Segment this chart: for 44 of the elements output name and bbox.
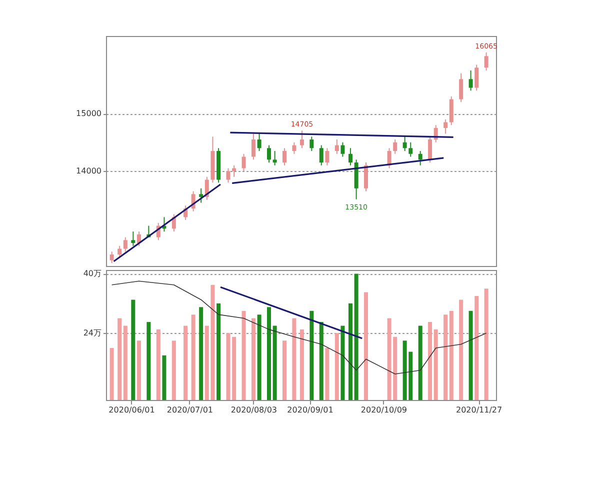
candlestick	[484, 52, 488, 71]
candlestick	[251, 133, 256, 160]
candlestick	[123, 236, 128, 252]
candlestick	[325, 148, 330, 166]
x-tick-label: 2020/06/01	[108, 406, 155, 414]
candlestick	[449, 96, 454, 126]
candlestick	[282, 148, 287, 166]
candlestick	[199, 188, 204, 204]
candlestick	[348, 148, 352, 166]
candlestick	[242, 153, 246, 172]
candlestick	[408, 142, 413, 158]
y-tick-label: 40万	[83, 269, 102, 278]
candlestick	[444, 118, 448, 134]
candlestick	[131, 231, 136, 246]
candlestick	[334, 139, 339, 154]
x-tick-label: 2020/08/03	[230, 406, 278, 414]
candlestick	[257, 133, 262, 152]
candlestick	[110, 251, 114, 264]
y-tick-label: 24万	[83, 328, 102, 338]
candlestick	[226, 168, 230, 184]
candlestick	[393, 139, 398, 154]
x-tick-label: 2020/09/01	[287, 406, 334, 414]
candlestick	[364, 162, 368, 192]
candlestick	[428, 136, 432, 163]
x-tick-label: 2020/10/09	[360, 406, 408, 414]
candlestick	[266, 144, 271, 163]
candlestick	[300, 130, 304, 149]
line-series	[111, 280, 487, 374]
candlestick	[474, 64, 479, 92]
y-tick-label: 15000	[76, 109, 102, 118]
candlestick	[310, 136, 314, 152]
x-tick-label: 2020/07/01	[166, 406, 213, 414]
candlestick	[459, 72, 464, 103]
candlestick	[468, 70, 473, 92]
candlestick	[118, 245, 122, 258]
candlestick	[319, 144, 324, 166]
candlestick	[387, 148, 392, 169]
candlestick	[402, 136, 407, 152]
candlestick	[272, 150, 277, 166]
candlestick	[418, 150, 422, 166]
y-tick-label: 14000	[76, 166, 102, 176]
candlestick	[340, 142, 345, 158]
x-tick-label: 2020/11/27	[456, 406, 502, 414]
candlestick	[292, 142, 296, 154]
